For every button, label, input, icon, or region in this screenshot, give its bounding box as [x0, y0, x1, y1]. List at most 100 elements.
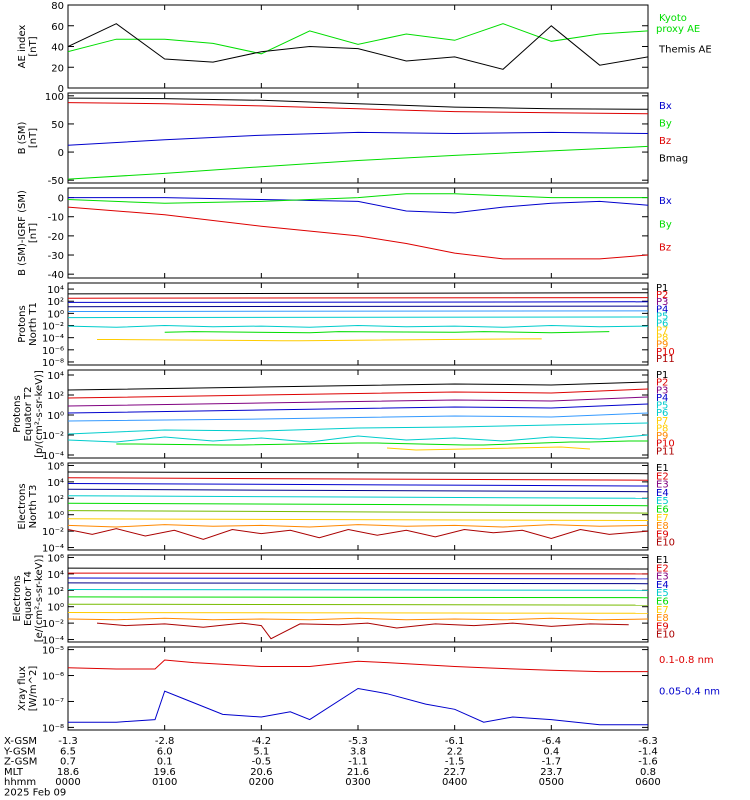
ephemeris-value: 6.0 — [157, 746, 173, 757]
ephemeris-value: 0.1 — [157, 757, 173, 768]
legend-label: E6 — [656, 505, 669, 516]
y-tick-label: 10⁻² — [42, 431, 64, 442]
ephemeris-value: -6.1 — [445, 736, 465, 747]
y-axis-label: [e/(cm²-s-sr-keV)] — [34, 555, 45, 643]
y-tick-label: 10² — [47, 586, 64, 597]
ephemeris-label: 2025 Feb 09 — [4, 788, 66, 799]
series-line-e3 — [68, 577, 648, 580]
ephemeris-label: X-GSM — [4, 736, 37, 747]
plot-frame — [67, 92, 649, 184]
ephemeris-value: 0300 — [345, 777, 370, 788]
ephemeris-value: -1.4 — [638, 746, 658, 757]
y-tick-label: 10⁶ — [47, 461, 64, 472]
series-line-p4 — [68, 403, 648, 414]
ephemeris-value: -1.6 — [638, 757, 658, 768]
panel-xray: 10⁻⁵ 10⁻⁶ 10⁻⁷ 10⁻⁸ Xray flux [W/m^2] 0.1-0.8 … — [17, 646, 720, 735]
plot-frame — [67, 369, 649, 459]
legend-label: proxy AE — [656, 24, 700, 35]
series-line-e7 — [68, 603, 648, 606]
y-axis-label: AE index — [17, 25, 28, 69]
series-line-e3 — [68, 483, 648, 487]
y-tick-label: 0 — [58, 148, 64, 159]
ephemeris-value: 0200 — [249, 777, 274, 788]
ephemeris-value: 22.7 — [444, 767, 466, 778]
y-tick-label: 10⁰ — [47, 511, 64, 522]
ephemeris-value: -4.2 — [252, 736, 272, 747]
series-line-e2 — [68, 477, 648, 481]
series-line-p5 — [68, 310, 648, 312]
y-tick-label: 60 — [51, 22, 64, 33]
ephemeris-value: 0.4 — [543, 746, 559, 757]
series-line-e8 — [68, 612, 648, 614]
ephemeris-value: 19.6 — [154, 767, 176, 778]
legend-label: E8 — [656, 521, 669, 532]
plot-frame — [67, 4, 649, 89]
y-tick-label: 10⁶ — [47, 553, 64, 564]
y-tick-label: 10⁻² — [42, 322, 64, 333]
series-line-e1 — [68, 471, 648, 475]
legend-label: P10 — [656, 439, 675, 450]
y-tick-label: 10⁴ — [47, 285, 64, 296]
legend-label: E10 — [656, 538, 675, 549]
series-line-p2 — [68, 297, 648, 299]
legend-label: P5 — [656, 311, 668, 322]
legend-label: P11 — [656, 354, 675, 365]
legend-label: E9 — [656, 529, 669, 540]
y-tick-label: 20 — [51, 63, 64, 74]
ephemeris-value: 20.6 — [250, 767, 272, 778]
series-line-e4 — [68, 582, 648, 585]
legend-label: 0.05-0.4 nm — [659, 687, 720, 698]
series-line-e10 — [96, 622, 629, 640]
y-tick-label: 10⁻⁸ — [42, 358, 64, 369]
legend-label: Bmag — [659, 154, 688, 165]
legend-label: Bx — [659, 101, 672, 112]
ephemeris-value: -2.8 — [155, 736, 175, 747]
legend-label: By — [659, 119, 672, 130]
series-line-p8 — [164, 331, 610, 334]
y-tick-label: 10⁴ — [47, 570, 64, 581]
y-tick-label: 10² — [47, 391, 64, 402]
legend-label: Bz — [659, 136, 671, 147]
series-line-0-05-0-4-nm — [68, 687, 648, 726]
series-line-bz — [68, 206, 648, 260]
y-tick-label: 50 — [51, 120, 64, 131]
series-line-e7 — [68, 510, 648, 514]
ephemeris-value: 0.8 — [640, 767, 656, 778]
legend-label: E5 — [656, 588, 669, 599]
ephemeris-value: 0100 — [152, 777, 177, 788]
series-line-kyoto — [68, 23, 648, 55]
y-tick-label: 10⁴ — [47, 478, 64, 489]
legend-label: Bz — [659, 243, 671, 254]
legend-label: P4 — [656, 304, 668, 315]
series-line-p9 — [386, 446, 591, 451]
y-tick-label: 10⁻⁴ — [42, 334, 64, 345]
ephemeris-value: -1.3 — [58, 736, 78, 747]
y-axis-label: Equator T2 — [23, 387, 34, 442]
y-axis-label: Electrons — [17, 483, 28, 529]
series-line-e5 — [68, 495, 648, 499]
y-axis-label: North T1 — [28, 302, 39, 346]
y-axis-label: Electrons — [12, 575, 23, 621]
legend-label: P2 — [656, 290, 668, 301]
legend-label: E1 — [656, 555, 669, 566]
series-line-e9 — [68, 524, 648, 528]
y-axis-label: [p/(cm²-s-sr-keV)] — [34, 370, 45, 458]
legend-label: P2 — [656, 378, 668, 389]
ephemeris-value: -1.5 — [445, 757, 465, 768]
ephemeris-value: 0.7 — [60, 757, 76, 768]
series-line-e1 — [68, 567, 648, 570]
series-line-by — [68, 193, 648, 204]
ephemeris-value: 2.2 — [447, 746, 463, 757]
series-line-by — [68, 145, 648, 180]
legend-label: E9 — [656, 621, 669, 632]
legend-label: P4 — [656, 393, 668, 404]
y-tick-label: 10⁻⁶ — [42, 672, 64, 683]
legend-label: E2 — [656, 471, 669, 482]
series-line-p1 — [68, 292, 648, 295]
legend-label: Themis AE — [658, 45, 712, 56]
